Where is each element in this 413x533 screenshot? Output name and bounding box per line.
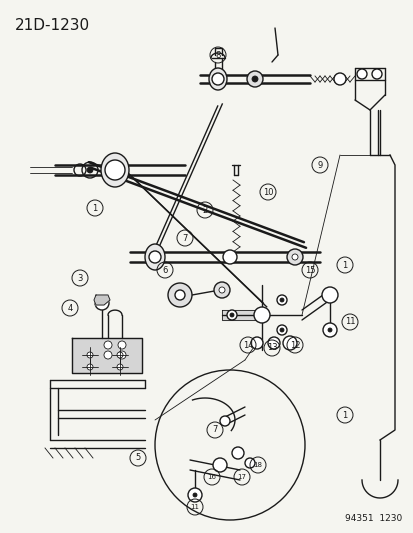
Polygon shape <box>221 310 266 320</box>
Text: 94351  1230: 94351 1230 <box>344 514 401 523</box>
Circle shape <box>276 295 286 305</box>
Circle shape <box>244 458 254 468</box>
Text: 2: 2 <box>202 206 207 214</box>
Circle shape <box>356 69 366 79</box>
Ellipse shape <box>101 153 129 187</box>
Text: 7: 7 <box>212 425 217 434</box>
Circle shape <box>291 254 297 260</box>
Text: 13: 13 <box>266 343 277 352</box>
Circle shape <box>279 298 283 302</box>
Text: 8: 8 <box>215 51 220 60</box>
Ellipse shape <box>145 244 165 270</box>
Circle shape <box>327 328 331 332</box>
Circle shape <box>87 364 93 370</box>
Circle shape <box>333 73 345 85</box>
Circle shape <box>117 364 123 370</box>
Ellipse shape <box>209 68 226 90</box>
Text: 9: 9 <box>317 160 322 169</box>
Circle shape <box>87 352 93 358</box>
Circle shape <box>282 336 296 350</box>
Circle shape <box>154 370 304 520</box>
Circle shape <box>267 337 279 349</box>
Circle shape <box>175 290 185 300</box>
Circle shape <box>371 69 381 79</box>
Circle shape <box>149 251 161 263</box>
Circle shape <box>214 282 230 298</box>
Text: 11: 11 <box>344 318 354 327</box>
Circle shape <box>321 287 337 303</box>
Circle shape <box>105 160 125 180</box>
Text: 1: 1 <box>92 204 97 213</box>
Circle shape <box>95 296 109 310</box>
Circle shape <box>118 341 126 349</box>
Circle shape <box>218 287 224 293</box>
Circle shape <box>219 416 230 426</box>
Circle shape <box>252 76 257 82</box>
Text: 4: 4 <box>67 303 72 312</box>
Text: 18: 18 <box>253 462 262 468</box>
Circle shape <box>322 323 336 337</box>
Text: 17: 17 <box>237 474 246 480</box>
Circle shape <box>223 250 236 264</box>
Polygon shape <box>72 338 142 373</box>
Text: 1: 1 <box>342 410 347 419</box>
Text: 10: 10 <box>262 188 273 197</box>
Text: 15: 15 <box>304 265 314 274</box>
Circle shape <box>104 341 112 349</box>
Text: 5: 5 <box>135 454 140 463</box>
Text: 12: 12 <box>289 341 299 350</box>
Text: 7: 7 <box>182 233 187 243</box>
Circle shape <box>276 325 286 335</box>
Circle shape <box>168 283 192 307</box>
Circle shape <box>211 73 223 85</box>
Circle shape <box>226 310 236 320</box>
Circle shape <box>212 458 226 472</box>
Text: 16: 16 <box>207 474 216 480</box>
Circle shape <box>192 493 197 497</box>
Circle shape <box>250 337 262 349</box>
Text: 6: 6 <box>162 265 167 274</box>
Circle shape <box>230 313 233 317</box>
Circle shape <box>231 447 243 459</box>
Circle shape <box>279 328 283 332</box>
Text: 11: 11 <box>190 504 199 510</box>
Circle shape <box>117 352 123 358</box>
Circle shape <box>247 71 262 87</box>
Circle shape <box>118 351 126 359</box>
Circle shape <box>286 249 302 265</box>
Polygon shape <box>94 295 110 305</box>
Circle shape <box>188 488 202 502</box>
Text: 14: 14 <box>242 341 253 350</box>
Circle shape <box>254 307 269 323</box>
Circle shape <box>104 351 112 359</box>
Text: 3: 3 <box>77 273 83 282</box>
Text: 21D-1230: 21D-1230 <box>15 18 90 33</box>
Circle shape <box>87 167 93 173</box>
Text: 1: 1 <box>342 261 347 270</box>
